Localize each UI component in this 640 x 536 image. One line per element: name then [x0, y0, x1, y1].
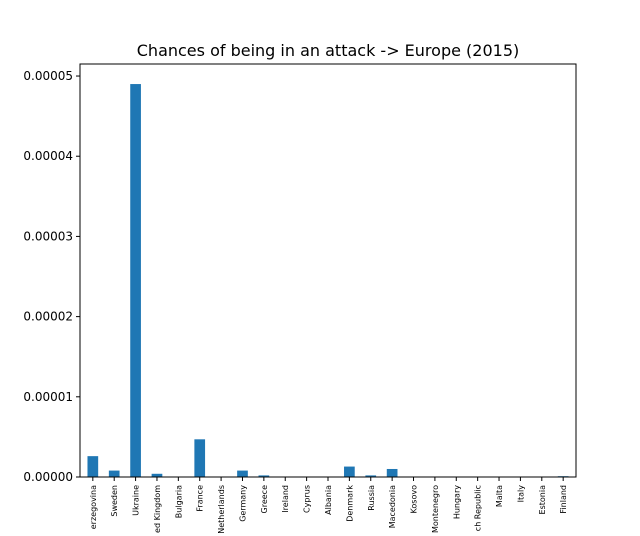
x-tick-label: Sweden: [110, 485, 119, 517]
x-tick-label: Albania: [324, 485, 333, 515]
bar-sweden: [108, 470, 120, 477]
x-tick-label: ed Kingdom: [153, 485, 162, 533]
x-axis: erzegovina Sweden Ukraine ed Kingdom Bulgari…: [89, 477, 568, 534]
plot-frame: [79, 63, 577, 478]
y-tick-label: 0.00004: [23, 149, 73, 163]
bar-germany: [237, 470, 248, 477]
x-tick-label: Germany: [238, 485, 247, 522]
x-tick-label: erzegovina: [89, 485, 98, 529]
bar-greece: [258, 475, 270, 477]
y-tick-label: 0.00000: [23, 470, 73, 484]
x-tick-label: Netherlands: [217, 485, 226, 534]
bar-macedonia: [386, 468, 398, 477]
y-axis: 0.00000 0.00001 0.00002 0.00003 0.00004 0.000…: [23, 69, 80, 484]
x-tick-label: ch Republic: [474, 485, 483, 531]
x-tick-label: Malta: [495, 485, 504, 507]
bars-group: [87, 84, 569, 478]
x-tick-label: Cyprus: [303, 485, 312, 513]
bar-france: [194, 439, 206, 477]
x-tick-label: Bulgaria: [174, 485, 183, 518]
bar-ukraine: [130, 84, 141, 478]
x-tick-label: Denmark: [345, 485, 354, 522]
x-tick-label: Estonia: [538, 485, 547, 515]
y-tick-label: 0.00001: [23, 390, 73, 404]
bar-denmark: [344, 466, 355, 477]
x-tick-label: Italy: [516, 485, 525, 503]
x-tick-label: Greece: [260, 485, 269, 514]
x-tick-label: Finland: [559, 485, 568, 514]
bar-russia: [365, 475, 377, 477]
x-tick-label: Ireland: [281, 485, 290, 513]
x-tick-label: Ukraine: [132, 485, 141, 516]
x-tick-label: Kosovo: [410, 485, 419, 514]
y-tick-label: 0.00005: [23, 69, 73, 83]
y-tick-label: 0.00003: [23, 229, 73, 243]
x-tick-label: Hungary: [452, 485, 461, 519]
chart-title: Chances of being in an attack -> Europe …: [137, 41, 519, 60]
y-tick-label: 0.00002: [23, 310, 73, 324]
x-tick-label: Montenegro: [431, 485, 440, 533]
bar-ed-kingdom: [151, 473, 163, 477]
bar-erzegovina: [87, 456, 99, 477]
x-tick-label: Russia: [367, 485, 376, 511]
x-tick-label: France: [196, 485, 205, 512]
x-tick-label: Macedonia: [388, 485, 397, 528]
